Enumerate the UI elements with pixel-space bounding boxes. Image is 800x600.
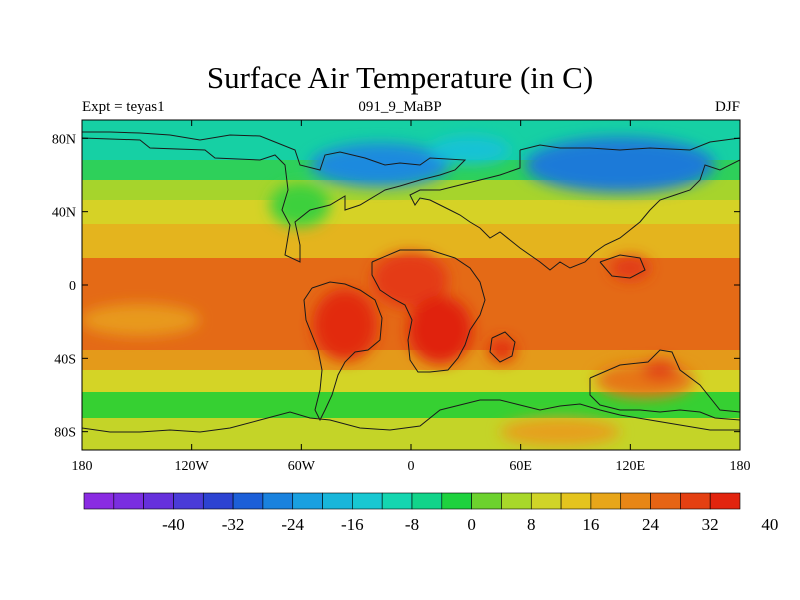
band-north-subtropic xyxy=(82,200,740,226)
cool-antarctic-coast xyxy=(500,418,620,446)
colorbar-swatch xyxy=(471,492,502,510)
colorbar-swatch xyxy=(680,492,711,510)
coastline-antarctica xyxy=(82,399,740,433)
colorbar-swatch xyxy=(530,492,562,510)
lon-label: 0 xyxy=(408,459,415,474)
lat-label: 80N xyxy=(52,132,76,147)
colorbar-label: -16 xyxy=(341,515,364,534)
colorbar-label: -8 xyxy=(405,515,419,534)
longitude-labels: 180 120W 60W 0 60E 120E 180 xyxy=(72,459,751,474)
cold-eurasia xyxy=(525,137,715,193)
lat-label: 40N xyxy=(52,206,76,221)
cold-north-america xyxy=(310,143,450,187)
axis-ticks xyxy=(81,120,741,450)
colorbar-swatch xyxy=(709,492,741,510)
colorbar xyxy=(83,492,741,510)
lat-label: 40S xyxy=(54,352,76,367)
lon-label: 180 xyxy=(730,459,751,474)
colorbar-swatch xyxy=(560,492,592,510)
colorbar-swatch xyxy=(352,492,383,510)
colorbar-labels: -40 -32 -24 -16 -8 0 8 16 24 32 40 xyxy=(162,515,778,534)
cool-west-atlantic xyxy=(270,183,330,227)
coastline-south-america xyxy=(303,281,383,422)
colorbar-label: 40 xyxy=(761,515,778,534)
colorbar-label: 24 xyxy=(642,515,660,534)
colorbar-swatch xyxy=(83,492,115,510)
coastline-madagascar xyxy=(489,331,516,363)
colorbar-swatch xyxy=(232,492,264,510)
colorbar-swatch xyxy=(292,492,323,510)
hot-australia-core xyxy=(642,360,678,380)
latitude-labels: 80N 40N 0 40S 80S xyxy=(52,132,76,440)
coastline-southeast-asia xyxy=(599,254,646,279)
coastlines xyxy=(82,131,740,433)
colorbar-label: 0 xyxy=(467,515,476,534)
lon-label: 60W xyxy=(288,459,316,474)
cool-south-pacific xyxy=(82,304,200,336)
hot-south-africa xyxy=(408,296,472,364)
period-label: 091_9_MaBP xyxy=(358,99,442,115)
cold-greenland xyxy=(430,136,510,164)
lon-label: 120W xyxy=(175,459,210,474)
lon-label: 60E xyxy=(509,459,532,474)
season-label: DJF xyxy=(714,99,740,115)
colorbar-label: -32 xyxy=(222,515,245,534)
lat-label: 0 xyxy=(69,279,76,294)
coastline-africa xyxy=(371,249,486,373)
plot-title: Surface Air Temperature (in C) xyxy=(206,60,594,95)
colorbar-swatch xyxy=(202,492,234,510)
colorbar-swatch xyxy=(322,492,353,510)
coastline-australia xyxy=(589,349,740,421)
colorbar-swatch xyxy=(501,492,532,510)
lon-label: 120E xyxy=(616,459,646,474)
colorbar-label: 16 xyxy=(582,515,599,534)
colorbar-label: 8 xyxy=(527,515,536,534)
colorbar-swatch xyxy=(441,492,472,510)
colorbar-swatch xyxy=(113,492,144,510)
colorbar-swatch xyxy=(411,492,443,510)
colorbar-swatch xyxy=(173,492,204,510)
experiment-label: Expt = teyas1 xyxy=(82,99,165,115)
coastline-north-america xyxy=(82,131,467,263)
colorbar-swatch xyxy=(650,492,681,510)
hot-north-africa xyxy=(372,252,448,308)
hot-southeast-asia xyxy=(610,256,650,280)
hot-madagascar xyxy=(488,338,516,362)
lon-label: 180 xyxy=(72,459,93,474)
colorbar-label: -24 xyxy=(281,515,304,534)
colorbar-swatch xyxy=(143,492,174,510)
lat-label: 80S xyxy=(54,426,76,441)
colorbar-label: 32 xyxy=(702,515,719,534)
hot-south-america xyxy=(313,289,377,361)
colorbar-swatch xyxy=(381,492,413,510)
colorbar-label: -40 xyxy=(162,515,185,534)
colorbar-swatch xyxy=(590,492,622,510)
colorbar-swatch xyxy=(620,492,651,510)
colorbar-swatch xyxy=(262,492,294,510)
